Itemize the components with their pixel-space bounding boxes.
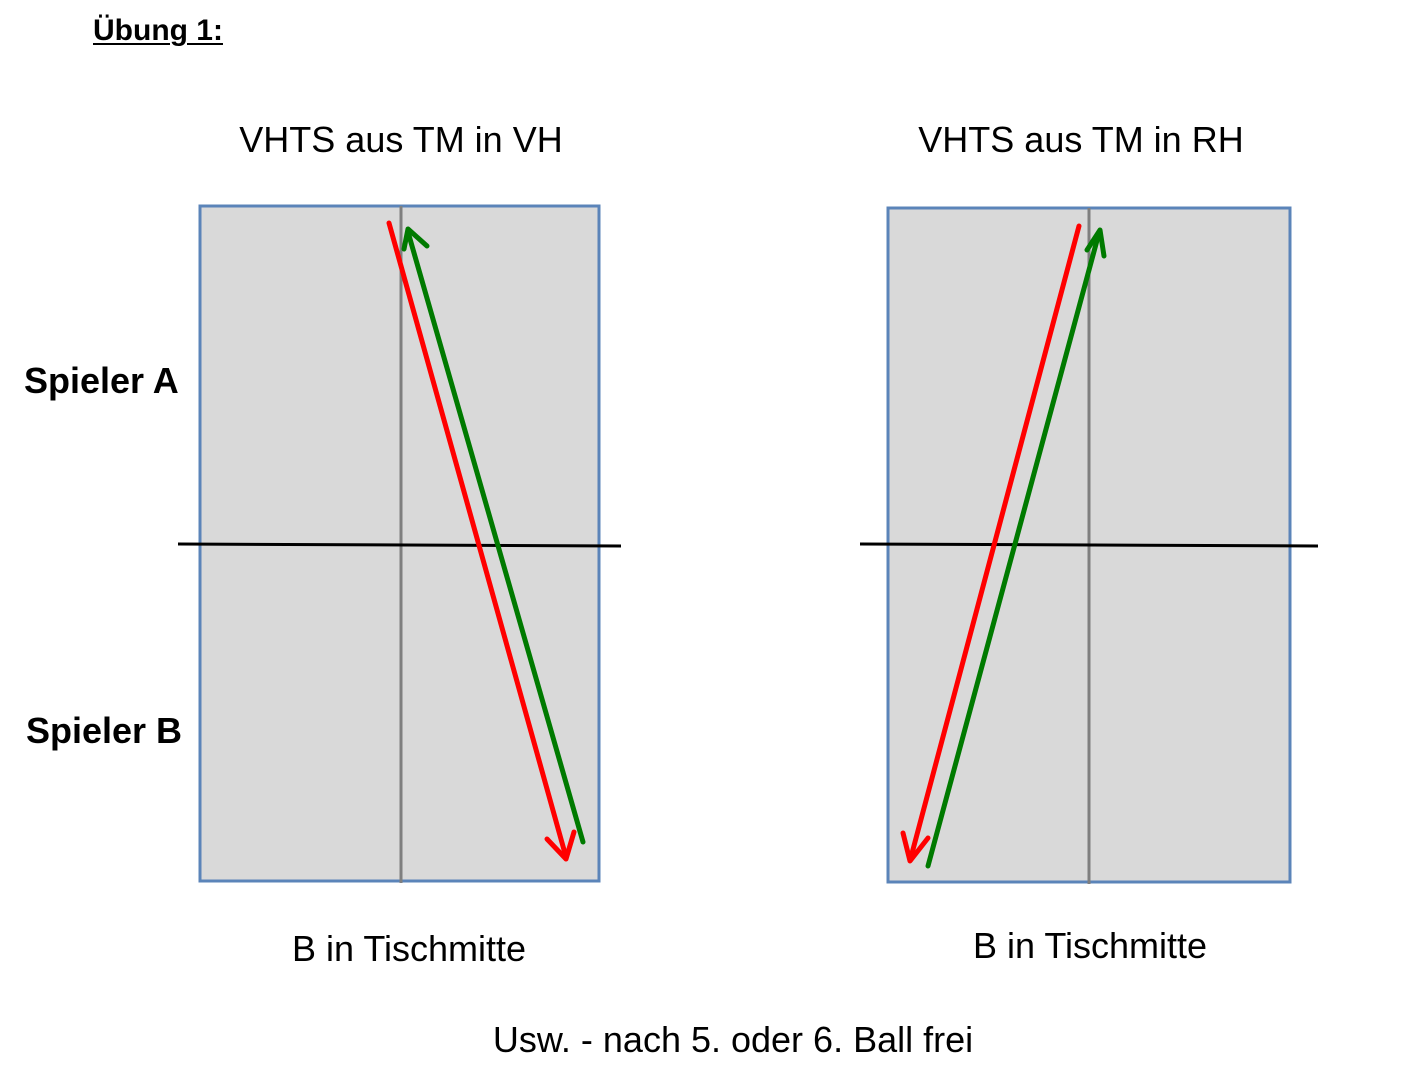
net-line (177, 542, 622, 548)
diagram-2-caption: B in Tischmitte (972, 925, 1208, 966)
net-line (859, 542, 1319, 548)
diagram-1-title: VHTS aus TM in VH (239, 119, 563, 160)
red-arrow-icon (900, 223, 1082, 864)
green-arrow-icon (401, 226, 586, 845)
red-arrow-icon (386, 220, 577, 862)
player-a-label: Spieler A (24, 360, 179, 401)
footer-note: Usw. - nach 5. oder 6. Ball frei (492, 1019, 974, 1060)
diagram-1-caption: B in Tischmitte (291, 928, 527, 969)
table-diagram-2 (859, 206, 1319, 884)
exercise-heading: Übung 1: (93, 14, 223, 47)
diagram-2-title: VHTS aus TM in RH (918, 119, 1244, 160)
player-b-label: Spieler B (26, 710, 183, 751)
table-diagram-1 (177, 204, 622, 883)
green-arrow-icon (925, 227, 1107, 869)
